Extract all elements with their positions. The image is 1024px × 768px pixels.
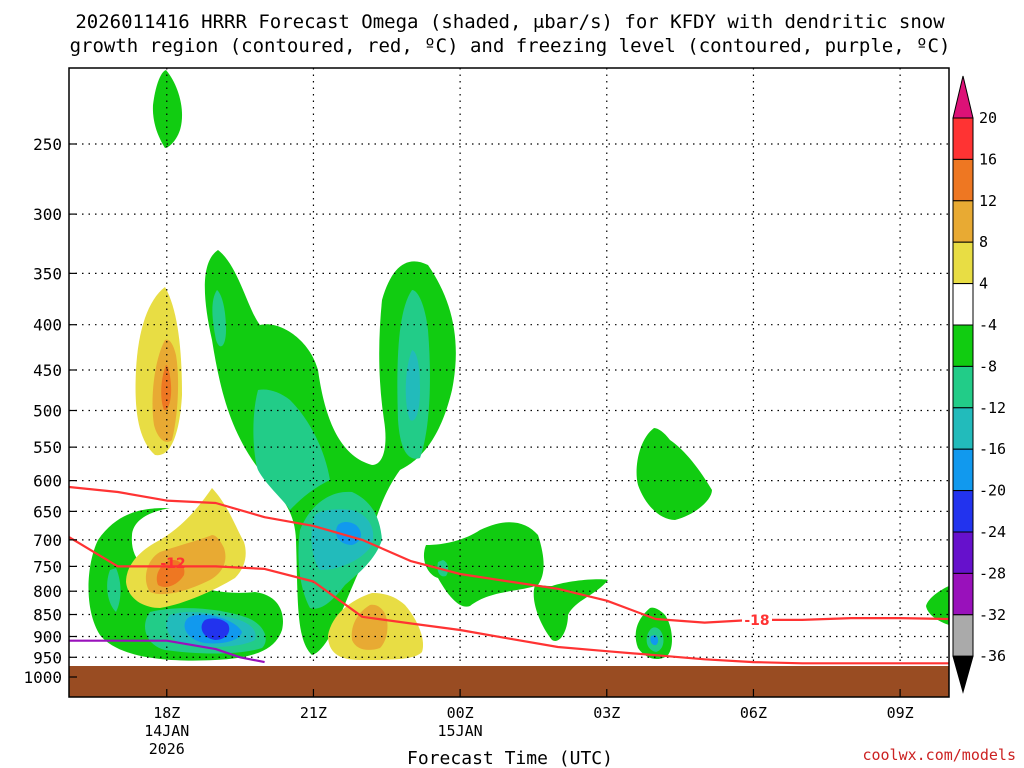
colorbar-swatch	[952, 324, 974, 367]
colorbar-tick-label: -8	[979, 357, 997, 375]
colorbar-top-arrow	[952, 75, 974, 119]
x-tick-label: 06Z	[740, 704, 767, 722]
colorbar-tick-label: 16	[979, 150, 997, 168]
y-tick-label: 550	[33, 438, 62, 457]
x-tick-sublabel: 15JAN	[438, 722, 483, 740]
y-tick-label: 800	[33, 582, 62, 601]
colorbar: 20 16 12 8 4 -4 -8 -12 -16 -20 -24 -28 -32 -36	[952, 75, 1006, 694]
contour-label-m18: -18	[744, 613, 769, 629]
x-tick-sublabel: 2026	[149, 740, 185, 758]
y-axis: 250 300 350 400 450 500 550 600 650 700 750 800 850 9…	[23, 135, 77, 687]
omega-region-m4	[152, 70, 183, 148]
credit-text: coolwx.com/models	[862, 746, 1016, 764]
colorbar-tick-label: 4	[979, 275, 988, 293]
colorbar-swatch	[952, 283, 974, 326]
colorbar-tick-label: -36	[979, 647, 1006, 665]
colorbar-tick-label: -16	[979, 440, 1006, 458]
colorbar-swatch	[952, 117, 974, 160]
x-tick-label: 18Z	[153, 704, 180, 722]
y-tick-label: 1000	[23, 668, 62, 687]
colorbar-tick-label: -4	[979, 316, 997, 334]
omega-region-m4	[423, 522, 544, 607]
colorbar-swatch	[952, 200, 974, 243]
omega-region-m16	[650, 635, 659, 646]
colorbar-swatch	[952, 614, 974, 657]
temperature-contours	[69, 485, 949, 665]
plot-area	[69, 68, 949, 697]
colorbar-tick-label: -28	[979, 564, 1006, 582]
chart-title-line-2: growth region (contoured, red, ºC) and f…	[70, 35, 951, 57]
plot-frame	[68, 67, 950, 698]
colorbar-swatch	[952, 531, 974, 574]
y-tick-label: 900	[33, 627, 62, 646]
y-tick-label: 400	[33, 316, 62, 335]
colorbar-swatch	[952, 490, 974, 533]
ground-surface	[69, 666, 949, 697]
x-tick-sublabel: 14JAN	[144, 722, 189, 740]
y-tick-label: 350	[33, 264, 62, 283]
colorbar-bottom-arrow	[952, 655, 974, 694]
colorbar-swatch	[952, 158, 974, 202]
omega-region-m4	[533, 579, 608, 641]
y-tick-label: 850	[33, 606, 62, 625]
colorbar-tick-label: -12	[979, 399, 1006, 417]
omega-region-m20	[201, 618, 230, 640]
y-tick-label: 650	[33, 502, 62, 521]
x-tick-label: 21Z	[300, 704, 327, 722]
omega-region-m12	[405, 350, 420, 421]
y-tick-label: 500	[33, 402, 62, 421]
colorbar-tick-label: -24	[979, 523, 1006, 541]
colorbar-swatch	[952, 572, 974, 616]
omega-region-m4	[926, 586, 949, 625]
grid-lines	[69, 68, 949, 697]
x-tick-label: 09Z	[887, 704, 914, 722]
x-tick-label: 03Z	[593, 704, 620, 722]
y-tick-label: 950	[33, 648, 62, 667]
x-axis-title: Forecast Time (UTC)	[407, 748, 613, 768]
omega-region-m16	[335, 522, 361, 545]
colorbar-tick-label: 12	[979, 192, 997, 210]
y-tick-label: 450	[33, 361, 62, 380]
colorbar-tick-label: -20	[979, 482, 1006, 500]
omega-region-m4	[636, 428, 712, 520]
contour-line-3	[69, 639, 265, 664]
contour-labels: -12 -18	[160, 556, 772, 629]
contour-line-1	[69, 536, 949, 665]
colorbar-swatch	[952, 365, 974, 409]
x-tick-label: 00Z	[447, 704, 474, 722]
omega-region-m8	[107, 568, 121, 612]
y-tick-label: 300	[33, 205, 62, 224]
colorbar-tick-label: 20	[979, 109, 997, 127]
omega-region-m8	[253, 389, 330, 510]
colorbar-swatch	[952, 241, 974, 285]
colorbar-tick-label: 8	[979, 233, 988, 251]
y-tick-label: 750	[33, 557, 62, 576]
y-tick-label: 250	[33, 135, 62, 154]
omega-region-m8	[212, 290, 226, 347]
contour-label-m12: -12	[160, 556, 185, 572]
chart-title-line-1: 2026011416 HRRR Forecast Omega (shaded, …	[75, 11, 945, 33]
colorbar-tick-label: -32	[979, 606, 1006, 624]
contour-line-2	[69, 485, 949, 624]
y-tick-label: 700	[33, 531, 62, 550]
omega-region-m4	[204, 250, 456, 655]
y-tick-label: 600	[33, 472, 62, 491]
omega-region-m8	[437, 560, 449, 577]
colorbar-swatch	[952, 448, 974, 492]
colorbar-swatch	[952, 407, 974, 450]
